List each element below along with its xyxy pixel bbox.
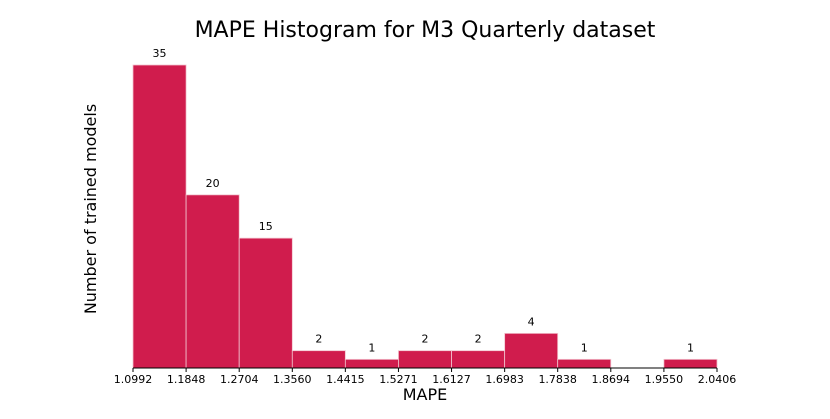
x-tick-label: 1.2704: [220, 373, 259, 386]
bar-data-label: 2: [315, 333, 322, 346]
x-tick-label: 1.1848: [167, 373, 206, 386]
x-tick-label: 1.5271: [379, 373, 418, 386]
x-ticks-group: 1.0992 1.1848 1.2704 1.3560 1.4415 1.5271 1.61…: [114, 368, 737, 386]
x-tick-label: 1.9550: [645, 373, 684, 386]
bar-data-label: 4: [528, 315, 535, 328]
x-tick-label: 2.0406: [698, 373, 737, 386]
histogram-bar: [344, 358, 399, 369]
bar-data-label: 15: [259, 220, 273, 233]
x-tick-label: 1.3560: [273, 373, 312, 386]
bar-data-label: 20: [206, 177, 220, 190]
bars-group: [132, 64, 718, 369]
histogram-bar: [663, 358, 718, 369]
bar-data-label: 1: [581, 341, 588, 354]
histogram-bar: [557, 358, 612, 369]
x-tick-label: 1.6983: [485, 373, 524, 386]
histogram-bar: [132, 64, 187, 369]
x-tick-label: 1.7838: [538, 373, 577, 386]
bar-data-label: 1: [368, 341, 375, 354]
histogram-bar: [451, 350, 506, 369]
bar-data-label: 2: [422, 333, 429, 346]
bar-data-label: 35: [153, 47, 167, 60]
x-tick-label: 1.4415: [326, 373, 365, 386]
x-tick-label: 1.0992: [114, 373, 153, 386]
bar-data-label: 2: [475, 333, 482, 346]
bar-data-label: 1: [687, 341, 694, 354]
x-tick-label: 1.8694: [592, 373, 631, 386]
x-axis-label: MAPE: [403, 385, 448, 404]
histogram-bar: [398, 350, 452, 369]
data-labels-group: 35 20 15 2 1 2 2 4 1 1: [153, 47, 694, 354]
histogram-bar: [504, 332, 559, 369]
histogram-bar: [291, 350, 346, 369]
histogram-bar: [238, 237, 293, 369]
chart-title: MAPE Histogram for M3 Quarterly dataset: [195, 18, 656, 43]
x-tick-label: 1.6127: [432, 373, 471, 386]
y-axis-label: Number of trained models: [81, 104, 100, 314]
histogram-bar: [185, 194, 240, 369]
